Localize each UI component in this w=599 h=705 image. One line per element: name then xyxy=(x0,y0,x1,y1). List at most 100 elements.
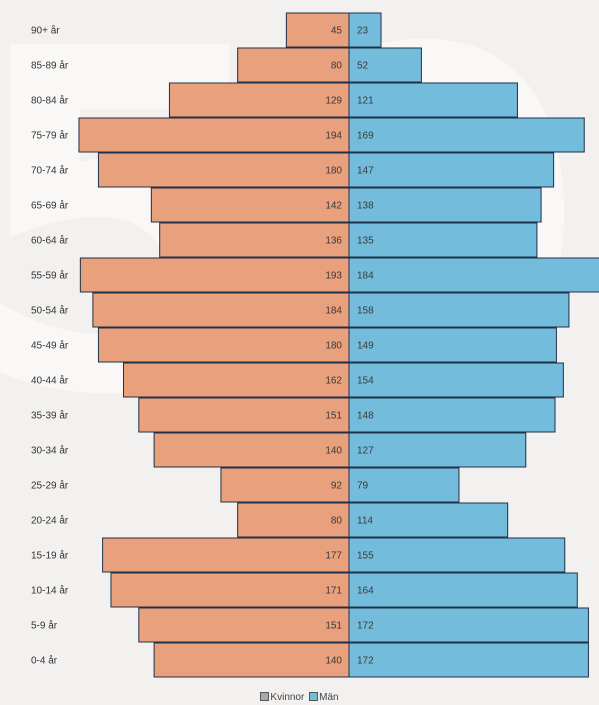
category-label: 75-79 år xyxy=(31,130,69,142)
category-label: 25-29 år xyxy=(31,480,69,492)
data-label-women: 171 xyxy=(325,586,342,597)
data-label-men: 184 xyxy=(357,271,374,282)
category-label: 60-64 år xyxy=(31,235,69,247)
legend: Kvinnor Män xyxy=(0,692,599,703)
bar-men[interactable] xyxy=(348,187,542,223)
category-label: 35-39 år xyxy=(31,410,69,422)
bar-women[interactable] xyxy=(79,257,350,293)
bar-women[interactable] xyxy=(153,432,350,468)
data-label-men: 155 xyxy=(357,551,374,562)
bar-men[interactable] xyxy=(348,502,509,538)
category-label: 20-24 år xyxy=(31,515,69,527)
category-label: 50-54 år xyxy=(31,305,69,317)
data-label-women: 193 xyxy=(325,271,342,282)
data-label-women: 80 xyxy=(331,61,343,72)
legend-item-women[interactable]: Kvinnor xyxy=(260,692,304,703)
bar-women[interactable] xyxy=(220,467,350,503)
data-label-men: 114 xyxy=(357,516,373,527)
category-label: 80-84 år xyxy=(31,95,69,107)
data-label-women: 129 xyxy=(325,96,342,107)
bar-men[interactable] xyxy=(348,607,589,643)
data-label-women: 45 xyxy=(331,26,343,37)
bar-women[interactable] xyxy=(122,362,350,398)
bar-men[interactable] xyxy=(348,397,556,433)
data-label-men: 172 xyxy=(357,656,374,667)
bar-men[interactable] xyxy=(348,362,564,398)
category-label: 90+ år xyxy=(31,25,60,37)
data-label-women: 92 xyxy=(331,481,343,492)
bar-women[interactable] xyxy=(285,12,350,48)
bar-women[interactable] xyxy=(153,642,350,678)
bar-women[interactable] xyxy=(97,152,350,188)
bar-women[interactable] xyxy=(138,607,350,643)
category-label: 30-34 år xyxy=(31,445,69,457)
bar-women[interactable] xyxy=(92,292,350,328)
data-label-men: 121 xyxy=(357,96,374,107)
data-label-men: 149 xyxy=(357,341,374,352)
data-label-men: 138 xyxy=(357,201,374,212)
bar-women[interactable] xyxy=(138,397,350,433)
data-label-women: 180 xyxy=(325,341,342,352)
category-label: 70-74 år xyxy=(31,165,69,177)
data-label-men: 79 xyxy=(357,481,369,492)
data-label-women: 151 xyxy=(325,621,342,632)
bar-women[interactable] xyxy=(150,187,350,223)
bar-women[interactable] xyxy=(159,222,350,258)
data-label-men: 147 xyxy=(357,166,374,177)
data-label-women: 140 xyxy=(325,446,342,457)
bar-men[interactable] xyxy=(348,257,599,293)
data-label-men: 169 xyxy=(357,131,374,142)
data-label-men: 148 xyxy=(357,411,374,422)
legend-label-women: Kvinnor xyxy=(270,692,305,703)
data-label-women: 136 xyxy=(325,236,342,247)
category-label: 5-9 år xyxy=(31,620,58,632)
bar-men[interactable] xyxy=(348,467,460,503)
bar-men[interactable] xyxy=(348,222,538,258)
data-label-women: 162 xyxy=(325,376,342,387)
bar-men[interactable] xyxy=(348,152,555,188)
category-label: 15-19 år xyxy=(31,550,69,562)
data-label-men: 158 xyxy=(357,306,374,317)
bar-women[interactable] xyxy=(168,82,350,118)
bar-women[interactable] xyxy=(102,537,350,573)
legend-item-men[interactable]: Män xyxy=(309,692,339,703)
bar-women[interactable] xyxy=(78,117,350,153)
data-label-men: 154 xyxy=(357,376,374,387)
bar-men[interactable] xyxy=(348,12,382,48)
bar-women[interactable] xyxy=(237,47,350,83)
bar-men[interactable] xyxy=(348,537,566,573)
data-label-men: 164 xyxy=(357,586,374,597)
bar-men[interactable] xyxy=(348,292,570,328)
data-label-men: 52 xyxy=(357,61,369,72)
data-label-women: 194 xyxy=(325,131,342,142)
data-label-men: 127 xyxy=(357,446,374,457)
legend-swatch-women xyxy=(260,692,270,701)
bar-men[interactable] xyxy=(348,432,527,468)
data-label-women: 184 xyxy=(325,306,342,317)
category-label: 10-14 år xyxy=(31,585,69,597)
legend-label-men: Män xyxy=(319,692,339,703)
category-label: 45-49 år xyxy=(31,340,69,352)
bar-men[interactable] xyxy=(348,327,557,363)
bar-men[interactable] xyxy=(348,642,589,678)
bar-women[interactable] xyxy=(110,572,350,608)
bar-men[interactable] xyxy=(348,47,422,83)
category-label: 65-69 år xyxy=(31,200,69,212)
data-label-women: 142 xyxy=(325,201,342,212)
data-label-women: 177 xyxy=(325,551,342,562)
category-label: 55-59 år xyxy=(31,270,69,282)
bar-men[interactable] xyxy=(348,82,518,118)
legend-swatch-men xyxy=(309,692,319,701)
bar-men[interactable] xyxy=(348,117,585,153)
bar-women[interactable] xyxy=(97,327,350,363)
category-label: 40-44 år xyxy=(31,375,69,387)
data-label-women: 180 xyxy=(325,166,342,177)
bar-men[interactable] xyxy=(348,572,578,608)
data-label-men: 23 xyxy=(357,26,369,37)
data-label-women: 140 xyxy=(325,656,342,667)
data-label-men: 172 xyxy=(357,621,374,632)
bar-women[interactable] xyxy=(237,502,350,538)
category-label: 85-89 år xyxy=(31,60,69,72)
